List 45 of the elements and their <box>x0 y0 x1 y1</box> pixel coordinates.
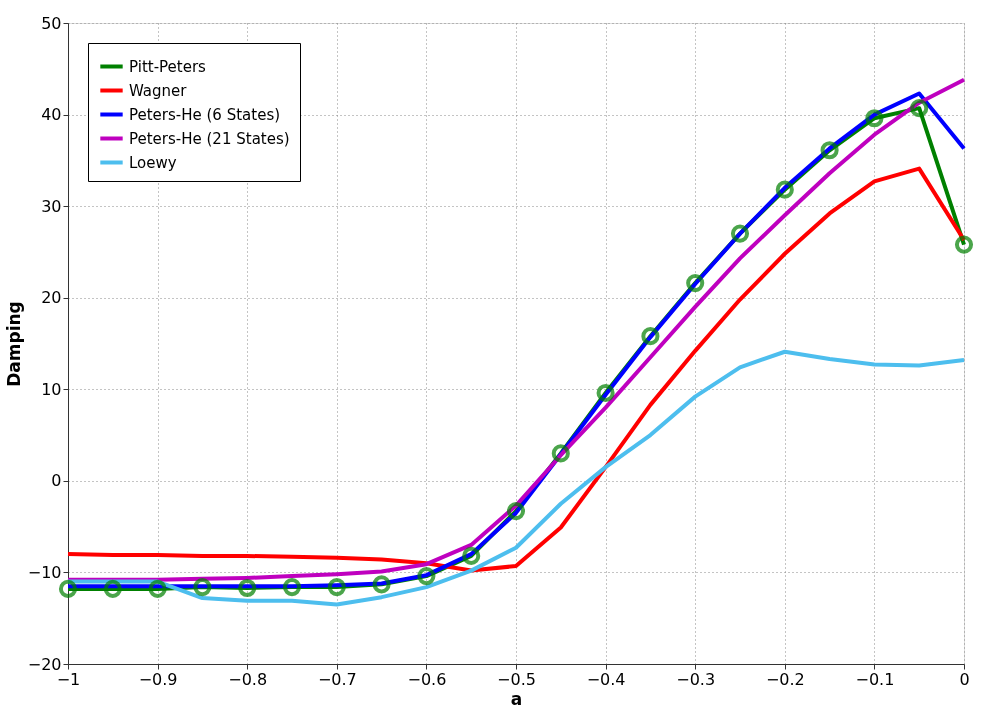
legend-label: Pitt-Peters <box>129 57 207 76</box>
x-tick-label: −0.4 <box>586 669 626 689</box>
x-tick-label: −0.7 <box>317 669 357 689</box>
legend-label: Peters-He (21 States) <box>129 129 290 148</box>
y-tick-label: 20 <box>41 288 62 308</box>
x-tick-label: −0.3 <box>676 669 716 689</box>
x-tick-label: −0.1 <box>855 669 895 689</box>
x-tick-label: 0 <box>959 669 970 689</box>
point <box>372 575 391 594</box>
point <box>551 444 570 463</box>
point <box>327 578 346 597</box>
point <box>417 567 436 586</box>
point <box>238 578 257 598</box>
point <box>954 235 974 254</box>
legend-label: Wagner <box>129 81 188 100</box>
y-tick-label: 40 <box>41 105 62 125</box>
y-axis-title: Damping <box>3 301 24 387</box>
x-tick-label: −0.6 <box>407 669 447 689</box>
point <box>103 579 122 598</box>
point <box>865 109 884 128</box>
y-tick-label: 30 <box>41 196 62 216</box>
point <box>462 546 481 565</box>
y-tick-label: −10 <box>27 562 62 582</box>
y-tick-label: 50 <box>41 13 62 33</box>
y-tick-label: 0 <box>51 471 62 491</box>
point <box>910 99 929 118</box>
legend-label: Loewy <box>129 153 177 172</box>
point <box>730 224 750 243</box>
point <box>282 578 302 597</box>
x-tick-label: −0.5 <box>497 669 536 689</box>
point <box>775 180 794 199</box>
point <box>820 141 839 160</box>
y-tick-label: 10 <box>41 379 62 399</box>
x-tick-label: −0.2 <box>765 669 805 689</box>
point <box>58 579 78 598</box>
point <box>506 502 526 521</box>
point <box>596 383 615 403</box>
point <box>686 274 705 293</box>
point <box>641 327 660 346</box>
point <box>193 578 212 597</box>
legend-label: Peters-He (6 States) <box>129 105 281 124</box>
x-axis-title: a <box>510 688 523 709</box>
x-tick-label: −0.9 <box>138 669 178 689</box>
x-tick-label: −0.8 <box>228 669 268 689</box>
point <box>148 579 167 598</box>
